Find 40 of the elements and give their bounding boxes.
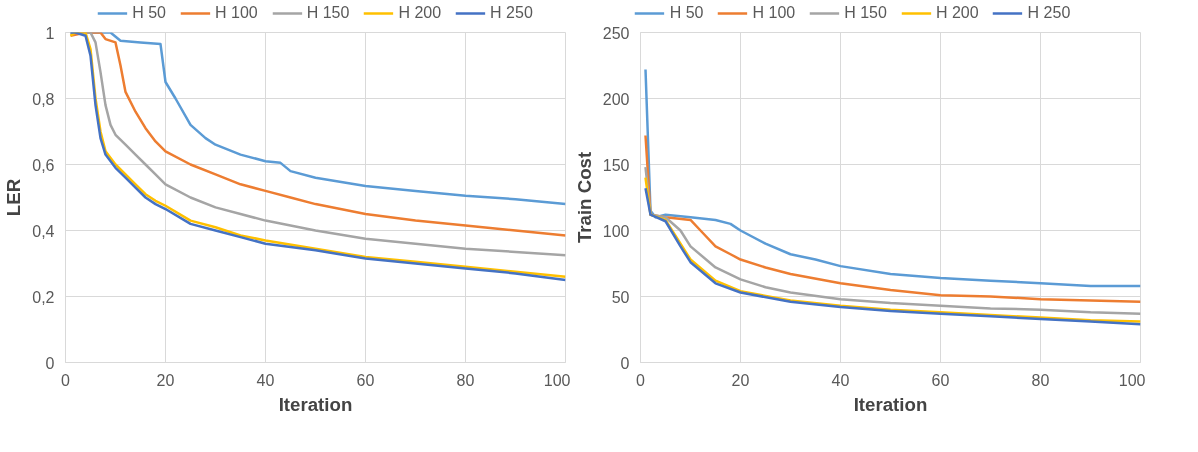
y-tick-label: 0 xyxy=(620,354,630,372)
y-axis-title: LER xyxy=(3,178,25,217)
line-series xyxy=(644,134,1141,304)
legend-label: H 150 xyxy=(306,4,350,22)
line-series xyxy=(644,68,1141,288)
y-tick-label: 50 xyxy=(611,288,630,306)
legend-label: H 250 xyxy=(490,4,533,22)
x-tick-label: 40 xyxy=(831,371,850,389)
x-tick-label: 20 xyxy=(156,371,175,389)
y-tick-label: 0,8 xyxy=(32,90,55,108)
y-tick-label: 200 xyxy=(602,90,630,108)
x-tick-label: 40 xyxy=(256,371,275,389)
x-tick-label: 100 xyxy=(543,371,571,389)
x-tick-label: 20 xyxy=(731,371,750,389)
x-tick-label: 100 xyxy=(1118,371,1146,389)
y-tick-label: 1 xyxy=(45,24,55,42)
legend-label: H 50 xyxy=(669,4,704,22)
x-tick-label: 0 xyxy=(61,371,71,389)
y-tick-label: 100 xyxy=(602,222,630,240)
x-axis-title: Iteration xyxy=(278,393,353,415)
legend-label: H 200 xyxy=(398,4,442,22)
x-tick-label: 60 xyxy=(931,371,950,389)
x-tick-label: 80 xyxy=(1031,371,1050,389)
y-tick-label: 0 xyxy=(45,354,55,372)
legend-label: H 100 xyxy=(752,4,796,22)
legend-label: H 200 xyxy=(935,4,979,22)
x-tick-label: 60 xyxy=(356,371,375,389)
legend-label: H 150 xyxy=(844,4,887,22)
x-tick-label: 0 xyxy=(636,371,646,389)
y-axis-title: Train Cost xyxy=(573,151,595,244)
y-tick-label: 0,6 xyxy=(32,156,55,174)
y-tick-label: 0,2 xyxy=(32,288,55,306)
x-axis-title: Iteration xyxy=(853,393,928,415)
x-tick-label: 80 xyxy=(456,371,475,389)
y-tick-label: 150 xyxy=(602,156,630,174)
legend-label: H 100 xyxy=(214,4,258,22)
legend-label: H 50 xyxy=(132,4,166,22)
y-tick-label: 250 xyxy=(602,24,630,42)
legend-label: H 250 xyxy=(1027,4,1071,22)
y-tick-label: 0,4 xyxy=(32,222,55,240)
